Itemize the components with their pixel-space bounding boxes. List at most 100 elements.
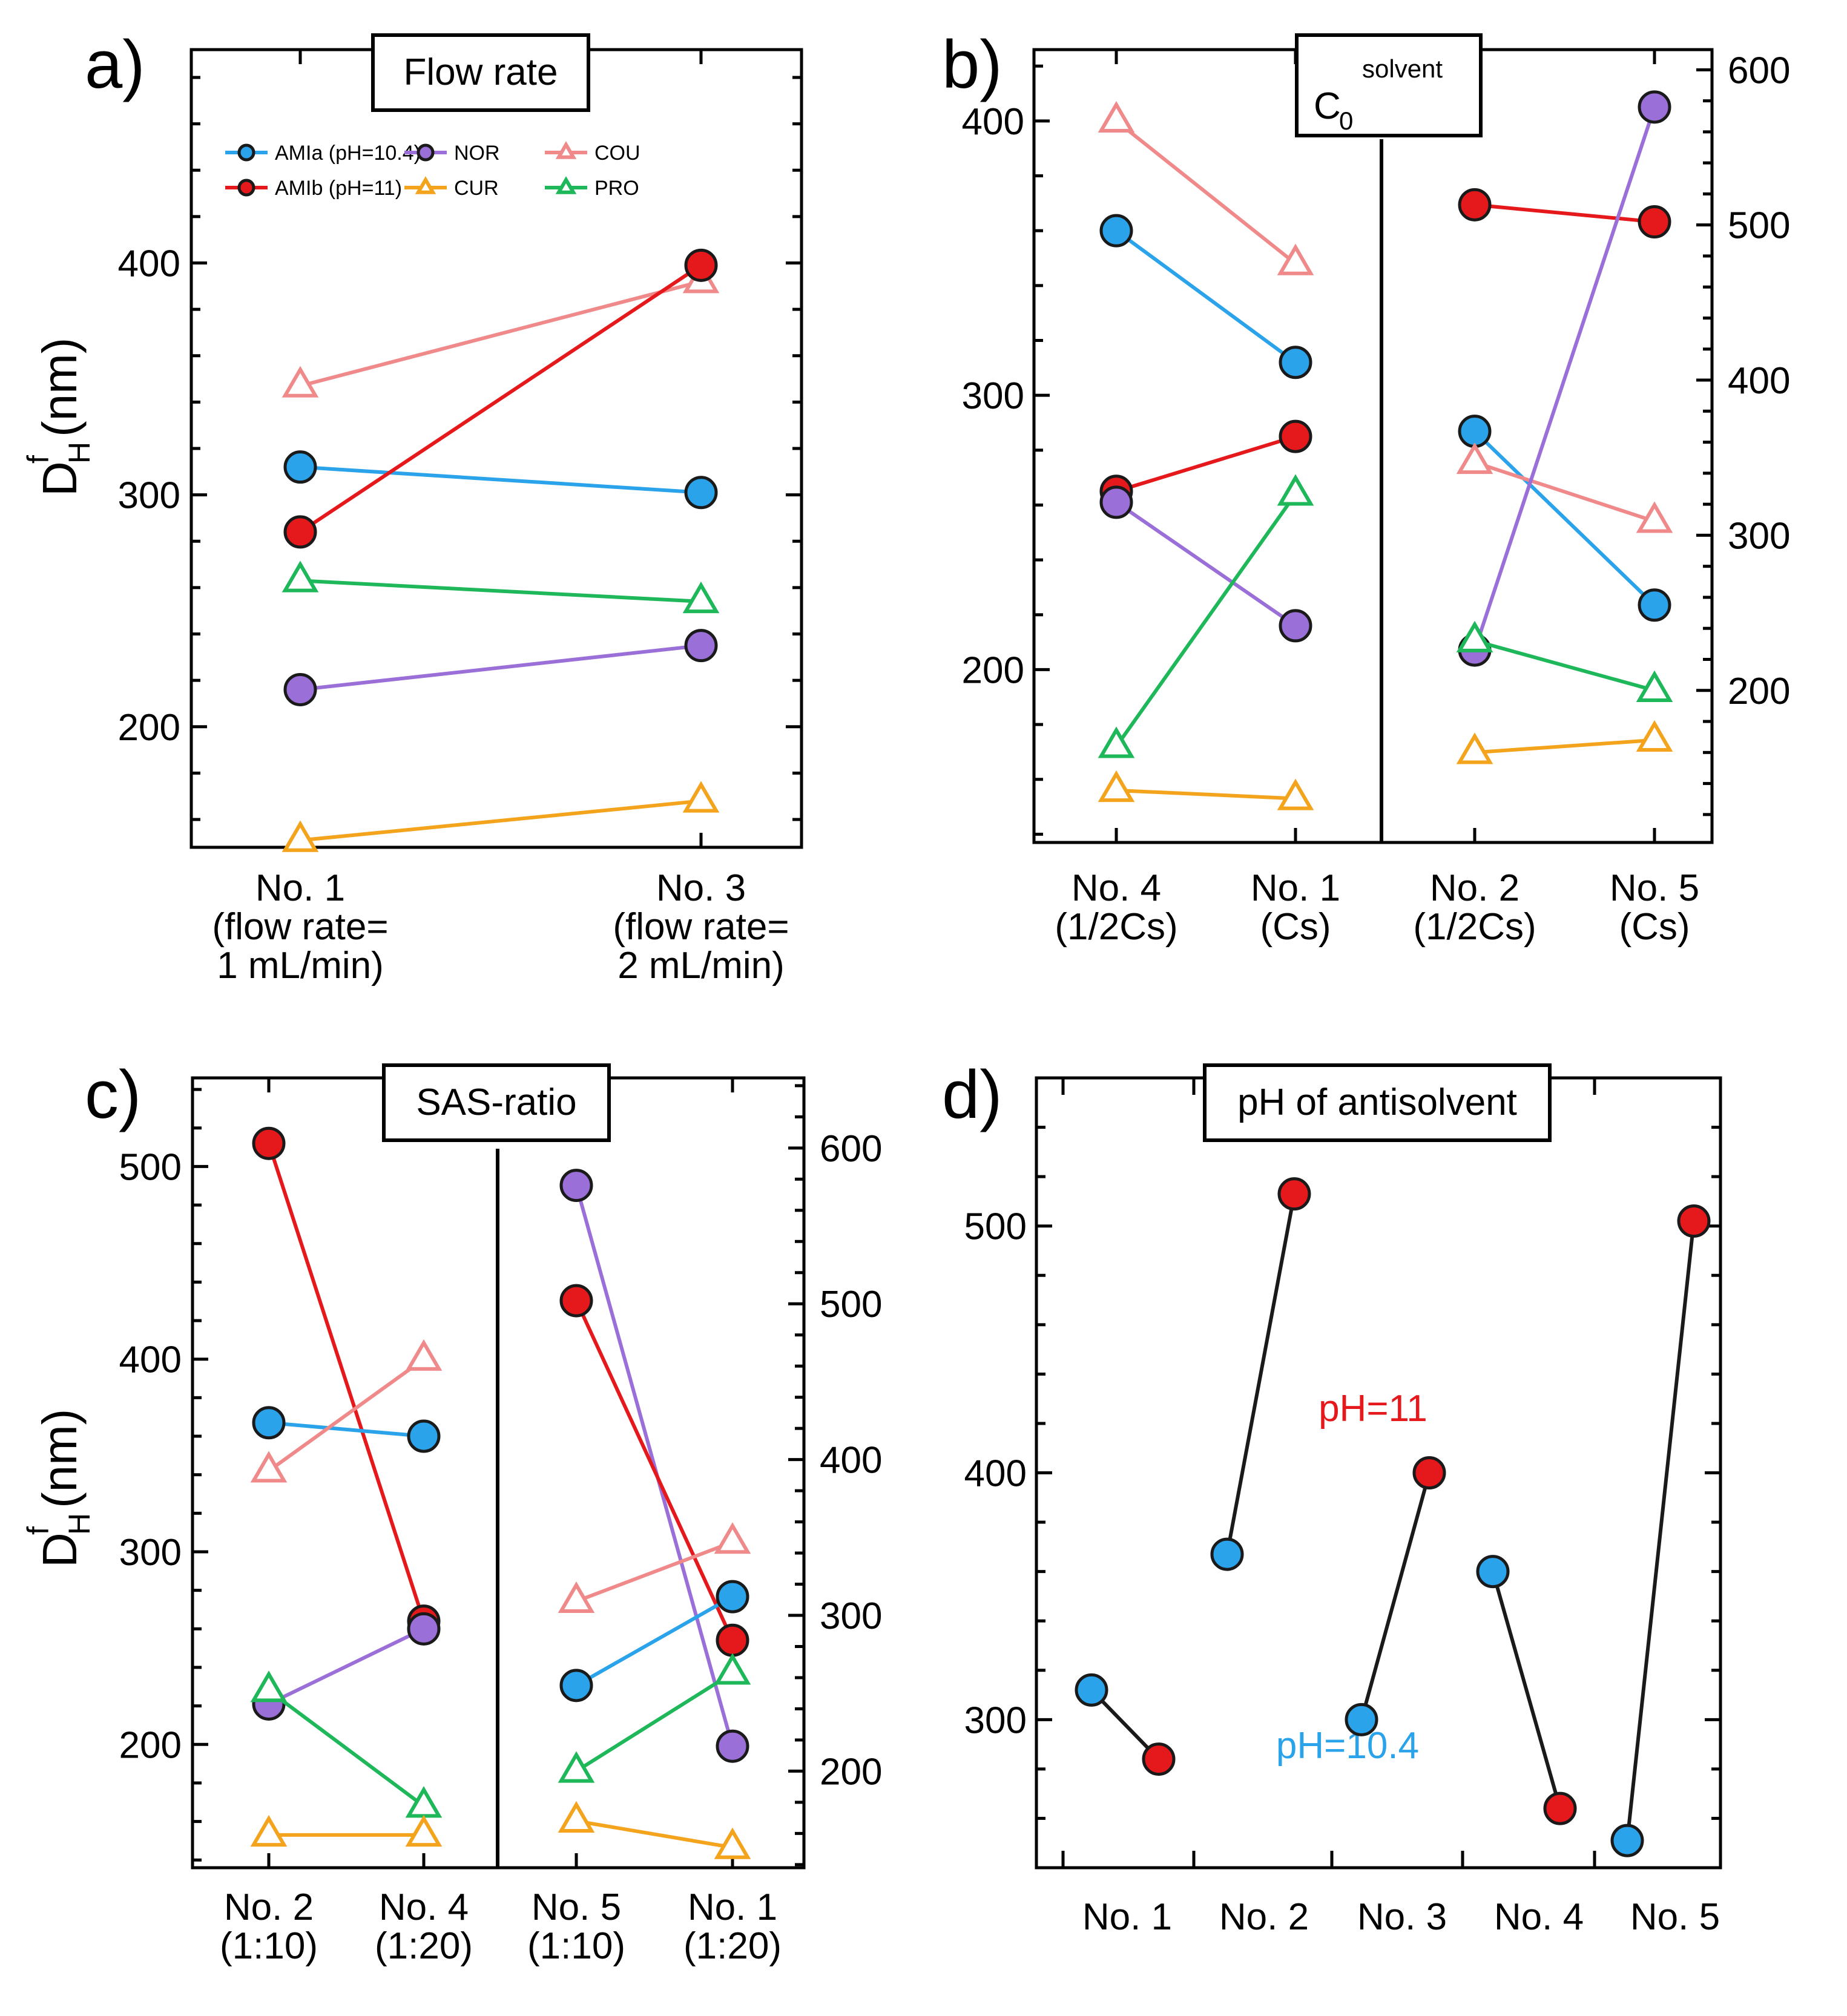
panel-c-right-marker-cur-1 — [558, 1801, 595, 1833]
panel-b-right-marker-amia-1 — [1458, 415, 1492, 448]
panel-a-frame — [189, 48, 803, 849]
panel-c-right-ytick-label-300: 300 — [820, 1595, 882, 1637]
panel-d-category-label-1-line-1: No. 1 — [1082, 1896, 1172, 1938]
panel-c-left-line-pro — [268, 1689, 425, 1808]
panel-c-letter: c) — [85, 1057, 141, 1132]
panel-d-ytick-labels: 300 400 500 — [964, 1206, 1027, 1742]
panel-a-title: Flow rate — [404, 51, 558, 93]
panel-a-category-label-1-line-3: 1 mL/min) — [217, 945, 384, 987]
panel-b-left-marker-amia-2 — [1279, 346, 1312, 379]
legend-marker-pro — [555, 176, 577, 194]
panel-a-marker-cur-2 — [682, 781, 720, 813]
panel-b-right-line-nor — [1473, 106, 1656, 651]
panel-b-right-marker-pro-2 — [1636, 670, 1673, 702]
panel-c-series — [250, 1126, 751, 1859]
panel-d-category-label-4-line-1: No. 4 — [1494, 1896, 1584, 1938]
panel-c-left-line-nor — [268, 1627, 425, 1706]
panel-a-line-cou — [300, 280, 702, 388]
legend-label-amia: AMIa (pH=10.4) — [275, 142, 421, 165]
panel-b-right-ytick-label-600: 600 — [1728, 50, 1790, 91]
panel-a-ylabel-unit: (nm) — [33, 338, 87, 437]
panel-a-ytick-label-300: 300 — [118, 475, 180, 517]
panel-a-ytick-label-400: 400 — [118, 243, 180, 284]
panel-d: d) pH of antisolvent pH=11 pH=10.4 300 40… — [942, 1057, 1722, 1938]
panel-a-marker-cou-1 — [281, 366, 319, 398]
panel-b-right-ytick-label-400: 400 — [1728, 360, 1790, 402]
panel-c-ylabel-text: D — [33, 1532, 87, 1568]
panel-b-right-marker-cur-1 — [1456, 732, 1493, 764]
panel-b-right-line-pro — [1474, 639, 1655, 692]
panel-a-series — [281, 248, 720, 852]
panel-c-left-line-cou — [268, 1358, 425, 1473]
panel-b-left-marker-cou-1 — [1098, 100, 1135, 133]
panel-d-marker-ph-11-2 — [1277, 1177, 1311, 1211]
legend-marker-amia — [237, 143, 255, 162]
panel-b-left-marker-nor-1 — [1099, 485, 1133, 519]
legend-item-amia: AMIa (pH=10.4) — [225, 142, 421, 165]
panel-b-right-marker-cou-1 — [1456, 442, 1493, 474]
panel-c-category-label-2-line-2: (1:20) — [375, 1925, 473, 1967]
panel-d-marker-ph-11-1 — [1142, 1742, 1176, 1776]
panel-c-category-labels: No. 2(1:10)No. 4(1:20)No. 5(1:10)No. 1(1… — [220, 1886, 782, 1967]
panel-c-right-line-pro — [575, 1671, 734, 1773]
panel-b-right-line-amia — [1473, 430, 1656, 606]
panel-b-category-label-4-line-2: (Cs) — [1619, 906, 1690, 948]
panel-c-right-marker-nor-2 — [716, 1729, 749, 1763]
panel-d-ticks — [1036, 1076, 1720, 1870]
panel-b-right-marker-nor-2 — [1638, 90, 1671, 124]
panel-b-left-line-cur — [1116, 788, 1296, 801]
panel-c-ytick-label-400: 400 — [119, 1339, 182, 1381]
panel-c-category-label-3-line-1: No. 5 — [532, 1886, 621, 1928]
panel-c-ylabel-unit: (nm) — [33, 1409, 87, 1508]
legend-marker-nor — [416, 143, 435, 162]
panel-a-category-label-2-line-2: (flow rate= — [613, 906, 789, 948]
panel-b-left-line-amib — [1116, 435, 1296, 493]
panel-d-marker-ph-10-4-2 — [1210, 1537, 1244, 1571]
panel-b-left-marker-cou-2 — [1277, 243, 1314, 275]
panel-b-left-marker-cur-1 — [1098, 770, 1135, 803]
panel-b-right-marker-cur-2 — [1636, 720, 1673, 752]
panel-a-marker-pro-1 — [281, 560, 319, 593]
panel-b-right-ytick-label-300: 300 — [1728, 515, 1790, 557]
panel-c-right-ytick-label-500: 500 — [820, 1284, 882, 1325]
panel-c-title-box — [382, 1063, 611, 1142]
panel-b-right-line-cur — [1474, 738, 1655, 755]
legend-item-nor: NOR — [404, 142, 500, 165]
panel-d-marker-ph-10-4-1 — [1075, 1673, 1108, 1707]
panel-b-title-box — [1295, 33, 1483, 137]
panel-a-category-label-1-line-1: No. 1 — [255, 867, 345, 909]
panel-a-category-label-1-line-2: (flow rate= — [212, 906, 388, 948]
panel-c-category-label-1-line-1: No. 2 — [224, 1886, 314, 1928]
panel-c-ytick-label-200: 200 — [119, 1724, 182, 1766]
panel-b-category-label-3-line-1: No. 2 — [1430, 867, 1519, 909]
panel-a-ylabel-sup: f — [21, 455, 55, 464]
panel-a-line-nor — [300, 643, 702, 692]
panel-a-category-label-2-line-1: No. 3 — [656, 867, 746, 909]
annotation-ph-10-4: pH=10.4 — [1276, 1725, 1419, 1767]
panel-a-line-amia — [300, 465, 702, 494]
panel-b-letter: b) — [942, 27, 1003, 102]
legend-item-pro: PRO — [545, 176, 639, 200]
panel-b-left-marker-nor-2 — [1279, 609, 1312, 643]
panel-b-ytick-label-300: 300 — [962, 375, 1024, 417]
panel-b-ytick-labels: 200 300 400 200 300 400 500 600 — [962, 50, 1791, 712]
panel-b-right-line-cou — [1474, 461, 1655, 524]
panel-c-right-marker-amib-2 — [716, 1623, 749, 1657]
panel-d-marker-ph-10-4-5 — [1610, 1824, 1644, 1857]
panel-c-right-marker-pro-2 — [714, 1653, 751, 1685]
panel-b-title-sup: solvent — [1362, 54, 1443, 83]
panel-c: c) D f H (nm) SAS-ratio 200 300 400 500 200 3… — [21, 1057, 882, 1967]
panel-b-left-marker-amia-1 — [1099, 214, 1133, 248]
panel-b-right-marker-amia-2 — [1638, 588, 1671, 622]
panel-d-ytick-label-300: 300 — [964, 1699, 1027, 1741]
legend-marker-cur — [415, 176, 436, 194]
panel-a-marker-nor-1 — [283, 672, 317, 706]
panel-d-letter: d) — [942, 1057, 1003, 1132]
panel-c-title: SAS-ratio — [416, 1082, 576, 1123]
panel-c-left-marker-amia-2 — [407, 1419, 441, 1453]
legend-item-cou: COU — [545, 141, 640, 165]
panel-c-ylabel: D f H (nm) — [21, 1409, 96, 1568]
panel-c-left-marker-pro-1 — [250, 1670, 288, 1702]
panel-d-pair-line-4 — [1491, 1571, 1562, 1809]
panel-c-left-marker-amib-1 — [252, 1126, 286, 1160]
